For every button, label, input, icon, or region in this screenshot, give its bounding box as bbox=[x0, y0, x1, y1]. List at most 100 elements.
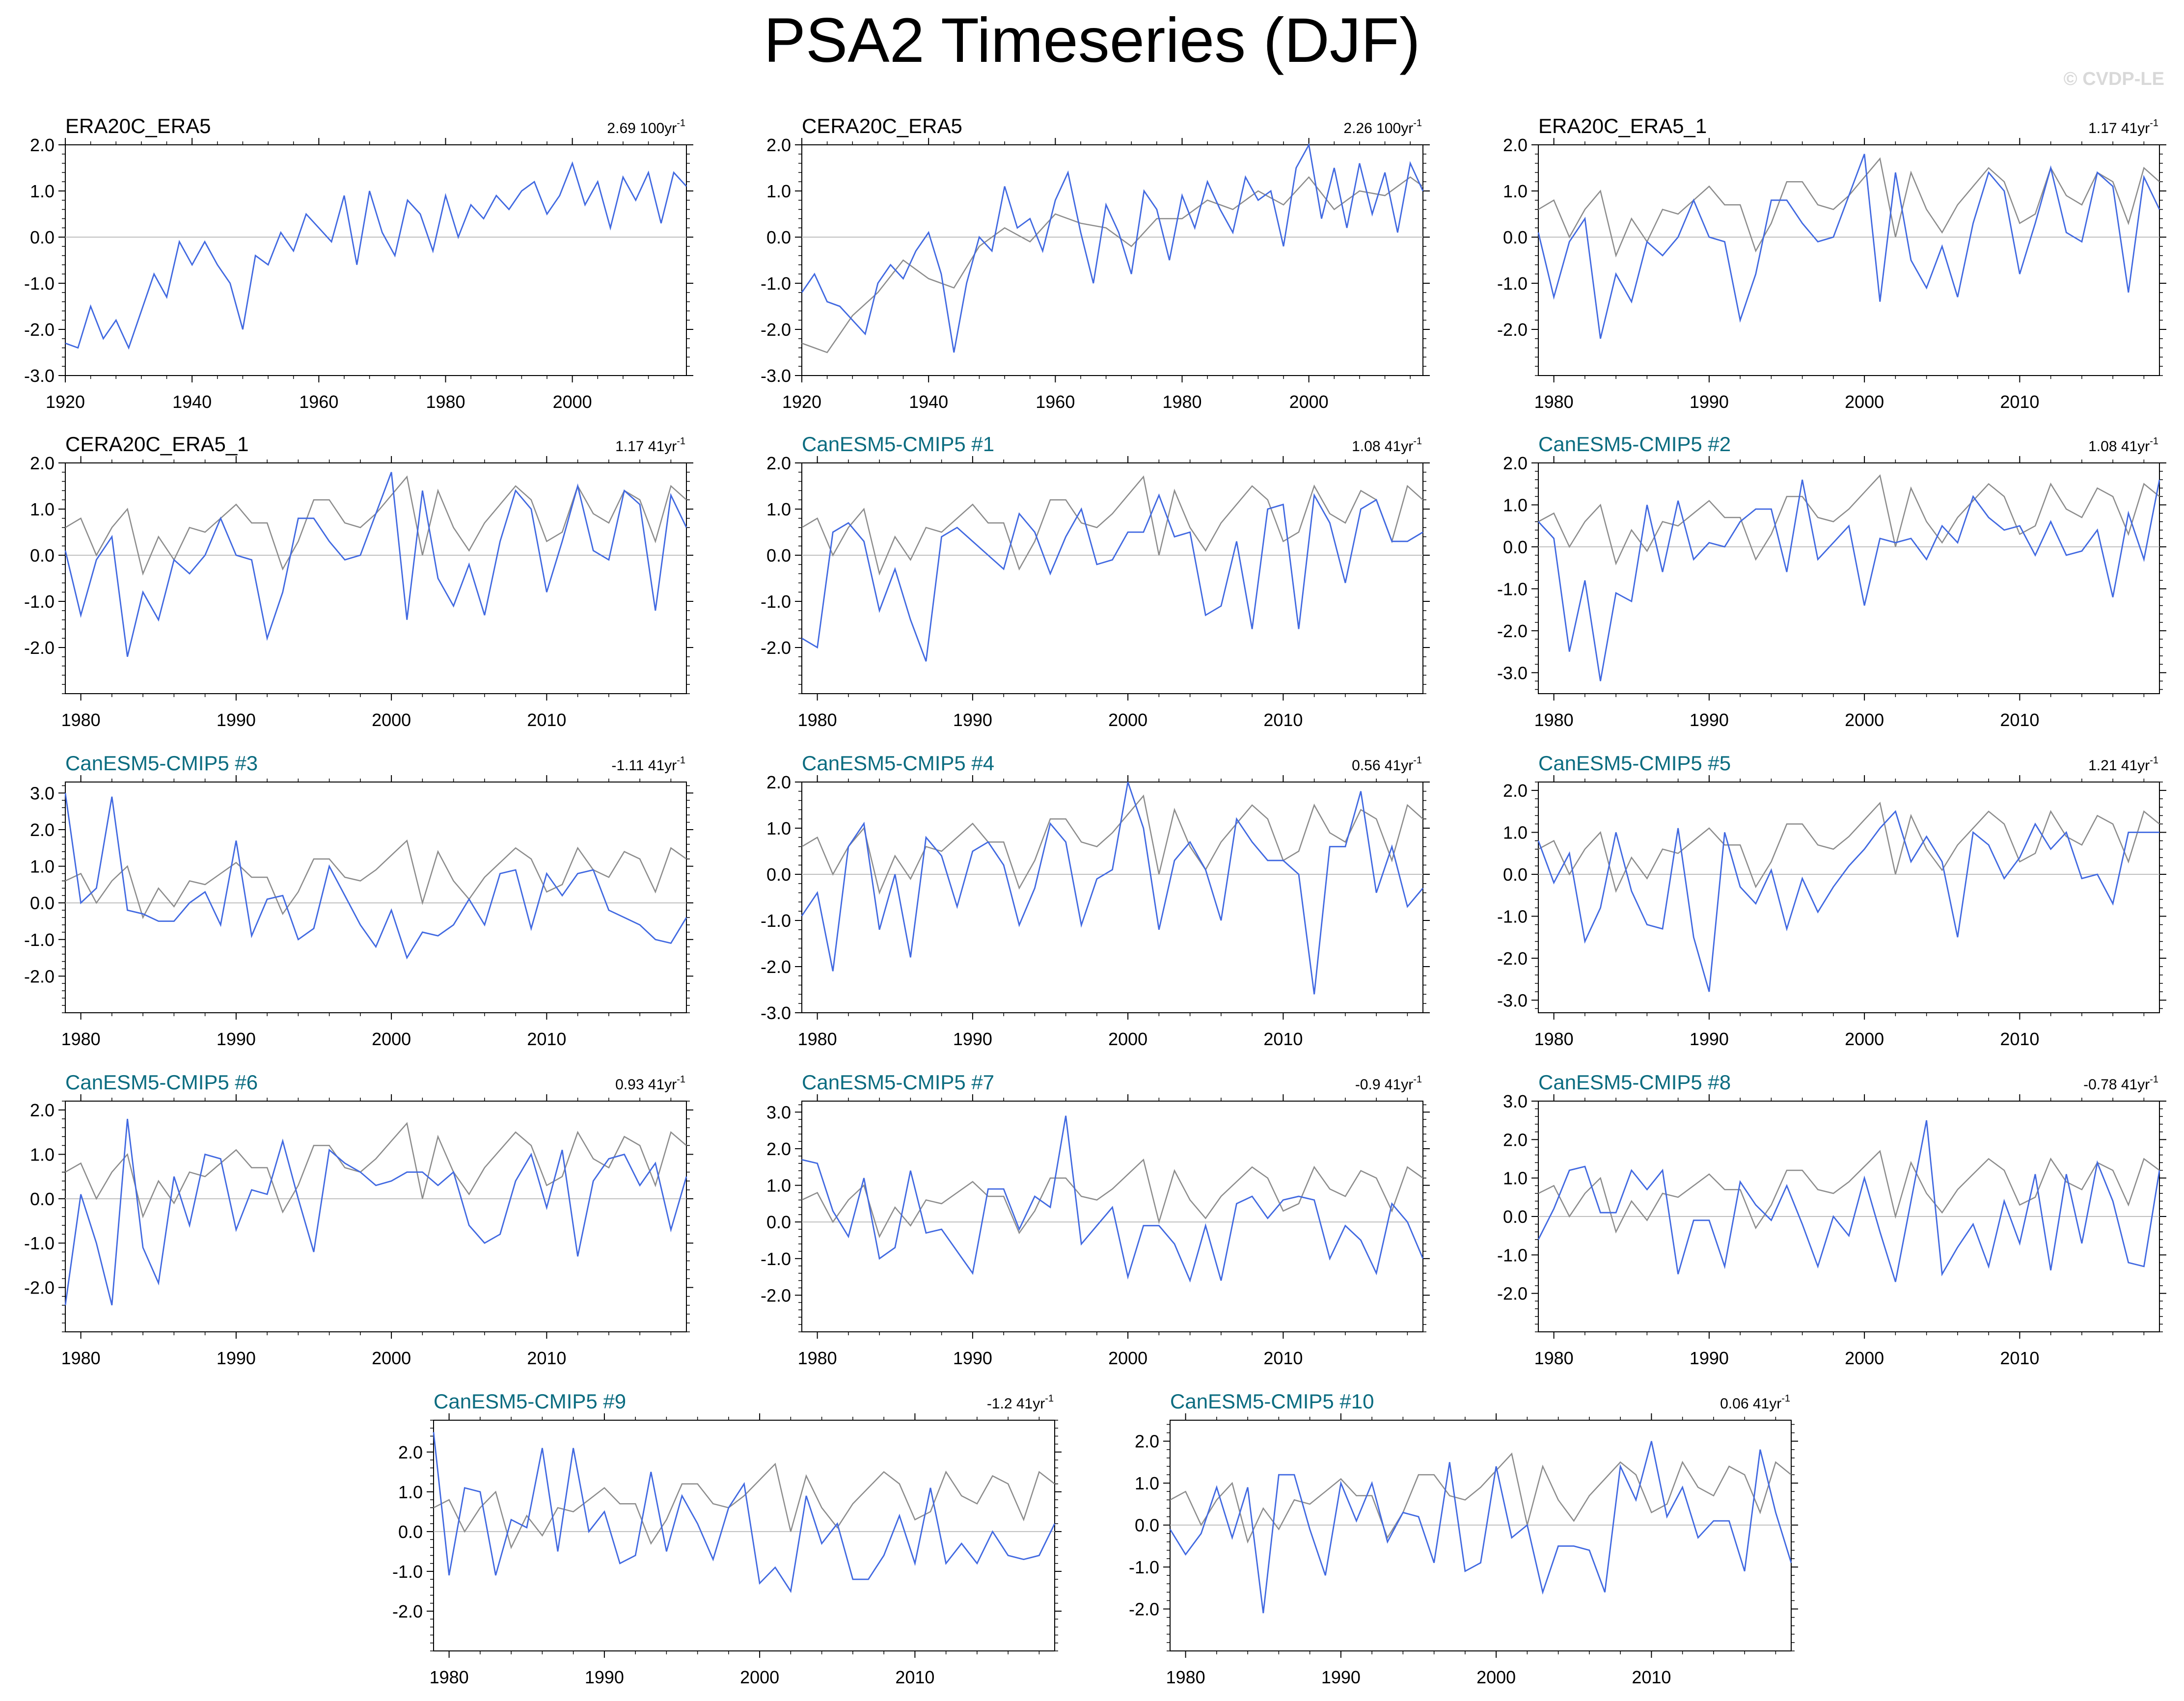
y-tick-label: 2.0 bbox=[30, 820, 55, 840]
y-tick-label: -2.0 bbox=[1129, 1599, 1159, 1620]
y-tick-label: 0.0 bbox=[766, 227, 791, 247]
x-tick-label: 1990 bbox=[1690, 392, 1729, 412]
x-tick-label: 2010 bbox=[1263, 710, 1303, 730]
series-line bbox=[1537, 154, 2160, 339]
x-tick-label: 2010 bbox=[2000, 1029, 2039, 1049]
x-tick-label: 1980 bbox=[430, 1667, 469, 1687]
panel-title: CERA20C_ERA5_1 bbox=[65, 432, 249, 456]
x-tick-label: 2000 bbox=[1108, 710, 1147, 730]
trend-unit: 41yr bbox=[648, 1077, 677, 1093]
y-tick-label: 1.0 bbox=[766, 181, 791, 201]
series-line bbox=[1537, 479, 2160, 681]
y-tick-label: -1.0 bbox=[1129, 1557, 1159, 1577]
y-tick-label: 2.0 bbox=[766, 772, 791, 792]
panel-13: CanESM5-CMIP5 #9 -1.2 41yr-1 -2.0 -1.0 0.0 1.… bbox=[392, 1390, 1062, 1687]
y-tick-label: -3.0 bbox=[1497, 663, 1528, 683]
x-tick-label: 1980 bbox=[1534, 392, 1574, 412]
x-tick-label: 1920 bbox=[46, 392, 85, 412]
y-tick-label: -2.0 bbox=[1497, 621, 1528, 641]
trend-label: 1.08 41yr-1 bbox=[2088, 436, 2158, 455]
trend-exponent: -1 bbox=[677, 118, 685, 129]
panel-8: CanESM5-CMIP5 #4 0.56 41yr-1 -3.0 -2.0 -1.0 0… bbox=[761, 752, 1430, 1049]
series-line bbox=[64, 793, 687, 960]
trend-unit: 100yr bbox=[640, 120, 677, 136]
x-tick-label: 1980 bbox=[426, 392, 465, 412]
trend-label: 0.93 41yr-1 bbox=[615, 1074, 685, 1093]
x-tick-label: 1980 bbox=[1534, 1348, 1574, 1368]
y-tick-label: -3.0 bbox=[1497, 990, 1528, 1010]
trend-exponent: -1 bbox=[677, 755, 685, 766]
y-tick-label: 0.0 bbox=[30, 227, 55, 247]
y-tick-label: -2.0 bbox=[761, 957, 791, 977]
x-tick-label: 2010 bbox=[527, 710, 566, 730]
trend-label: 1.21 41yr-1 bbox=[2088, 755, 2158, 774]
trend-value: 0.93 bbox=[615, 1077, 648, 1093]
y-tick-label: 1.0 bbox=[1503, 495, 1528, 515]
trend-value: 1.17 bbox=[615, 438, 648, 455]
y-tick-label: 2.0 bbox=[30, 1100, 55, 1120]
y-tick-label: 0.0 bbox=[1503, 227, 1528, 247]
y-tick-label: 2.0 bbox=[30, 453, 55, 473]
trend-exponent: -1 bbox=[677, 436, 685, 447]
trend-label: 1.17 41yr-1 bbox=[615, 436, 685, 455]
plot-frame bbox=[65, 782, 687, 1013]
y-tick-label: 3.0 bbox=[30, 783, 55, 803]
y-tick-label: 2.0 bbox=[766, 1139, 791, 1159]
plot-frame bbox=[801, 1101, 1423, 1332]
trend-value: 2.26 bbox=[1343, 120, 1376, 136]
y-tick-label: 0.0 bbox=[1135, 1515, 1159, 1536]
trend-unit: 41yr bbox=[648, 438, 677, 455]
plot-frame bbox=[1170, 1420, 1792, 1651]
y-tick-label: 1.0 bbox=[1135, 1473, 1159, 1493]
trend-exponent: -1 bbox=[1781, 1393, 1790, 1404]
panel-14: CanESM5-CMIP5 #10 0.06 41yr-1 -2.0 -1.0 0.0 1… bbox=[1129, 1390, 1798, 1687]
trend-unit: 41yr bbox=[1385, 1077, 1413, 1093]
series-line bbox=[1537, 1120, 2160, 1282]
y-tick-label: -2.0 bbox=[392, 1601, 423, 1621]
plot-frame bbox=[65, 1101, 687, 1332]
observations-line bbox=[1538, 474, 2160, 566]
series-line bbox=[1169, 1441, 1792, 1614]
x-tick-label: 2000 bbox=[1476, 1667, 1516, 1687]
x-tick-label: 2010 bbox=[2000, 392, 2039, 412]
trend-unit: 41yr bbox=[1385, 438, 1413, 455]
x-tick-label: 1990 bbox=[953, 1348, 992, 1368]
y-tick-label: 2.0 bbox=[30, 135, 55, 155]
x-tick-label: 1980 bbox=[1534, 1029, 1574, 1049]
y-tick-label: 2.0 bbox=[1503, 781, 1528, 801]
panel-title: ERA20C_ERA5_1 bbox=[1538, 114, 1707, 137]
plot-frame bbox=[801, 782, 1423, 1013]
panel-7: CanESM5-CMIP5 #3 -1.11 41yr-1 -2.0 -1.0 0.0 1… bbox=[24, 752, 693, 1049]
series-line bbox=[64, 472, 687, 657]
x-tick-label: 2010 bbox=[1632, 1667, 1671, 1687]
observations-line bbox=[1538, 1150, 2160, 1234]
panel-11: CanESM5-CMIP5 #7 -0.9 41yr-1 -2.0 -1.0 0.0 1.… bbox=[761, 1071, 1430, 1368]
y-tick-label: 0.0 bbox=[1503, 1207, 1528, 1227]
y-tick-label: -3.0 bbox=[24, 366, 55, 386]
y-tick-label: 1.0 bbox=[30, 1144, 55, 1164]
x-tick-label: 1980 bbox=[798, 1348, 837, 1368]
y-tick-label: -1.0 bbox=[1497, 1245, 1528, 1265]
x-tick-label: 2000 bbox=[372, 1029, 411, 1049]
observations-line bbox=[65, 475, 687, 576]
panel-title: CanESM5-CMIP5 #9 bbox=[434, 1390, 626, 1413]
x-tick-label: 2010 bbox=[1263, 1029, 1303, 1049]
trend-label: -1.11 41yr-1 bbox=[611, 755, 685, 774]
observations-line bbox=[1170, 1452, 1792, 1544]
observations-line bbox=[801, 1159, 1423, 1239]
x-tick-label: 1990 bbox=[953, 710, 992, 730]
trend-unit: 41yr bbox=[2121, 1077, 2150, 1093]
y-tick-label: 0.0 bbox=[1503, 864, 1528, 885]
panel-12: CanESM5-CMIP5 #8 -0.78 41yr-1 -2.0 -1.0 0.0 1… bbox=[1497, 1071, 2166, 1368]
y-tick-label: -1.0 bbox=[761, 592, 791, 612]
plot-frame bbox=[801, 462, 1423, 694]
plot-frame bbox=[433, 1420, 1055, 1651]
trend-exponent: -1 bbox=[1413, 755, 1422, 766]
trend-exponent: -1 bbox=[2150, 1074, 2158, 1085]
y-tick-label: -2.0 bbox=[761, 638, 791, 658]
y-tick-label: 1.0 bbox=[30, 499, 55, 519]
x-tick-label: 2000 bbox=[1845, 1029, 1884, 1049]
trend-label: 1.17 41yr-1 bbox=[2088, 118, 2158, 136]
x-tick-label: 2000 bbox=[1108, 1029, 1147, 1049]
y-tick-label: -2.0 bbox=[24, 1278, 55, 1298]
